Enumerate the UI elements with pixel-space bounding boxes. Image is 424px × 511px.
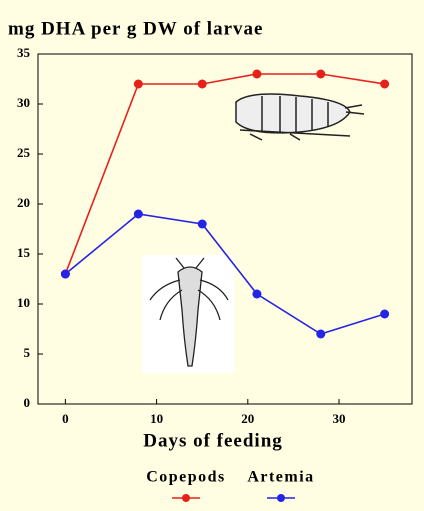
data-point — [316, 329, 326, 339]
y-tick-label: 0 — [24, 395, 31, 410]
data-point — [133, 79, 143, 89]
y-tick-label: 10 — [17, 295, 30, 310]
data-point — [197, 219, 207, 229]
y-tick-label: 25 — [17, 145, 31, 160]
series-line — [64, 73, 385, 275]
y-tick-label: 20 — [17, 195, 30, 210]
y-tick-label: 15 — [17, 245, 31, 260]
x-tick-label: 0 — [62, 411, 69, 426]
data-point — [252, 69, 262, 79]
data-point — [197, 79, 207, 89]
data-point — [380, 309, 390, 319]
chart-title: mg DHA per g DW of larvae — [8, 18, 263, 39]
data-point — [316, 69, 326, 79]
y-tick-label: 30 — [17, 95, 30, 110]
artemia-illustration — [142, 255, 234, 373]
legend-label: Artemia — [247, 469, 314, 486]
copepod-illustration — [235, 93, 365, 141]
x-tick-label: 10 — [150, 411, 163, 426]
legend-marker — [277, 494, 285, 502]
y-tick-label: 35 — [17, 45, 31, 60]
data-point — [380, 79, 390, 89]
x-tick-label: 20 — [241, 411, 254, 426]
data-point — [60, 269, 70, 279]
data-point — [133, 209, 143, 219]
x-axis-label: Days of feeding — [143, 430, 283, 451]
legend-marker — [182, 494, 190, 502]
y-tick-label: 5 — [24, 345, 31, 360]
series-line — [64, 213, 385, 335]
x-tick-label: 30 — [333, 411, 346, 426]
data-point — [252, 289, 262, 299]
legend-label: Copepods — [146, 469, 226, 486]
